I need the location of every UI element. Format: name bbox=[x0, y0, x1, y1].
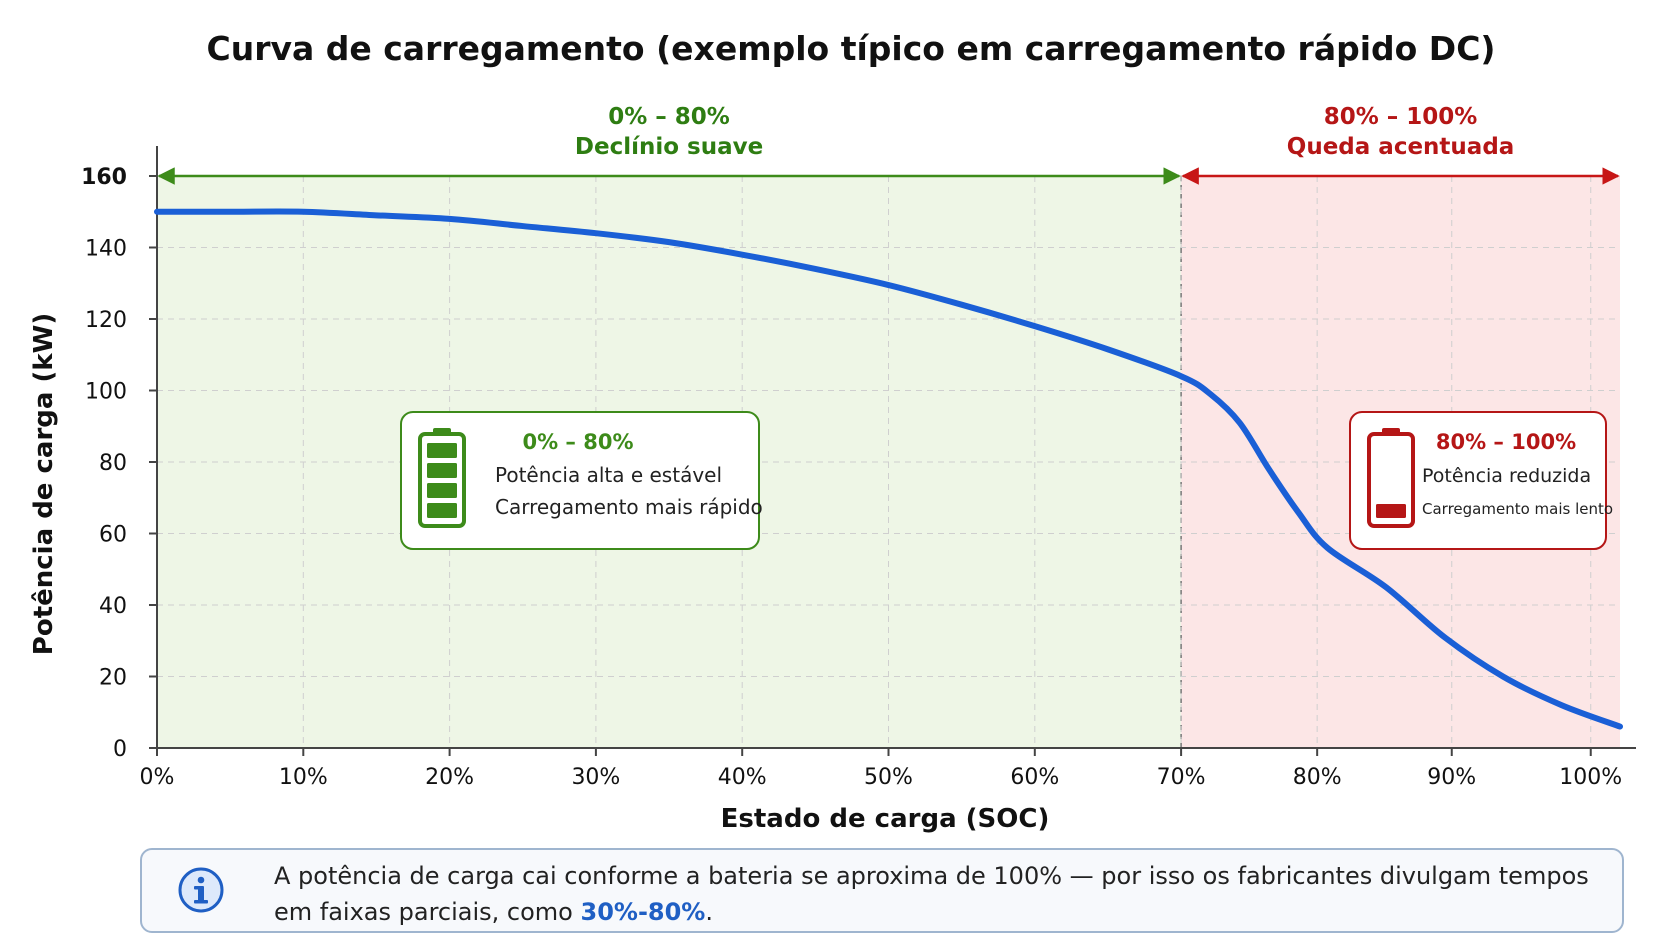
battery-body-1 bbox=[1367, 432, 1415, 528]
annotation-title-0: 0% – 80% bbox=[522, 430, 633, 454]
info-icon bbox=[178, 867, 224, 913]
y-tick-label-0: 0 bbox=[113, 737, 127, 762]
annotation-title-1: 80% – 100% bbox=[1436, 430, 1576, 454]
annotation-boxes: 0% – 80% Potência alta e estável Carregame… bbox=[400, 411, 1613, 550]
battery-cell-0-2 bbox=[427, 483, 457, 498]
x-tick-label-8: 80% bbox=[1293, 765, 1342, 790]
annotation-line1-1: Potência reduzida bbox=[1422, 465, 1591, 487]
y-tick-label-1: 20 bbox=[99, 666, 127, 691]
y-tick-label-5: 100 bbox=[85, 380, 127, 405]
battery-low-icon bbox=[1367, 428, 1415, 528]
battery-full-icon bbox=[418, 428, 466, 528]
battery-cell-0-1 bbox=[427, 463, 457, 478]
note-text: A potência de carga cai conforme a bater… bbox=[274, 858, 1594, 930]
series-line-0 bbox=[154, 208, 1623, 730]
battery-cell-0-0 bbox=[427, 443, 457, 458]
region-range-label-0: 0% – 80% bbox=[608, 104, 730, 130]
annotation-line2-0: Carregamento mais rápido bbox=[495, 495, 763, 519]
axes: 0 20 40 60 80 100 120 140 160 0% 10% 20% 30% 40% 50% 60… bbox=[81, 146, 1636, 790]
annotation-box-1: 80% – 100% Potência reduzida Carregamento … bbox=[1349, 411, 1613, 550]
x-tick-label-5: 50% bbox=[864, 765, 913, 790]
note-highlight: 30%-80% bbox=[580, 898, 706, 926]
region-range-label-1: 80% – 100% bbox=[1324, 104, 1478, 130]
region-name-label-0: Declínio suave bbox=[575, 134, 763, 160]
y-tick-label-2: 40 bbox=[99, 594, 127, 619]
annotation-box-0: 0% – 80% Potência alta e estável Carregame… bbox=[400, 411, 763, 550]
info-note: A potência de carga cai conforme a bater… bbox=[140, 848, 1624, 933]
x-tick-label-10: 100% bbox=[1559, 765, 1622, 790]
annotation-line1-0: Potência alta e estável bbox=[495, 463, 722, 487]
x-axis-title: Estado de carga (SOC) bbox=[721, 804, 1050, 834]
x-tick-label-6: 60% bbox=[1010, 765, 1059, 790]
x-tick-label-7: 70% bbox=[1157, 765, 1206, 790]
x-tick-label-2: 20% bbox=[425, 765, 474, 790]
battery-cell-1-0 bbox=[1376, 504, 1406, 518]
y-axis-title: Potência de carga (kW) bbox=[29, 313, 59, 655]
y-tick-label-4: 80 bbox=[99, 451, 127, 476]
x-tick-label-0: 0% bbox=[140, 765, 175, 790]
y-tick-label-6: 120 bbox=[85, 308, 127, 333]
y-tick-label-3: 60 bbox=[99, 523, 127, 548]
x-tick-label-4: 40% bbox=[718, 765, 767, 790]
series-layer bbox=[154, 208, 1623, 730]
x-tick-label-3: 30% bbox=[571, 765, 620, 790]
y-tick-label-8: 160 bbox=[81, 165, 127, 190]
battery-cell-0-3 bbox=[427, 503, 457, 518]
region-name-label-1: Queda acentuada bbox=[1287, 134, 1515, 160]
chart-title: Curva de carregamento (exemplo típico em… bbox=[207, 29, 1496, 68]
annotation-box-frame-0 bbox=[400, 411, 760, 550]
x-tick-label-9: 90% bbox=[1427, 765, 1476, 790]
note-text-end: . bbox=[705, 898, 713, 926]
region-labels: 0% – 80% Declínio suave 80% – 100% Queda ac… bbox=[157, 104, 1620, 185]
x-tick-label-1: 10% bbox=[279, 765, 328, 790]
note-text-main: A potência de carga cai conforme a bater… bbox=[274, 862, 1589, 926]
annotation-line2-1: Carregamento mais lento bbox=[1422, 500, 1613, 518]
y-tick-label-7: 140 bbox=[85, 237, 127, 262]
